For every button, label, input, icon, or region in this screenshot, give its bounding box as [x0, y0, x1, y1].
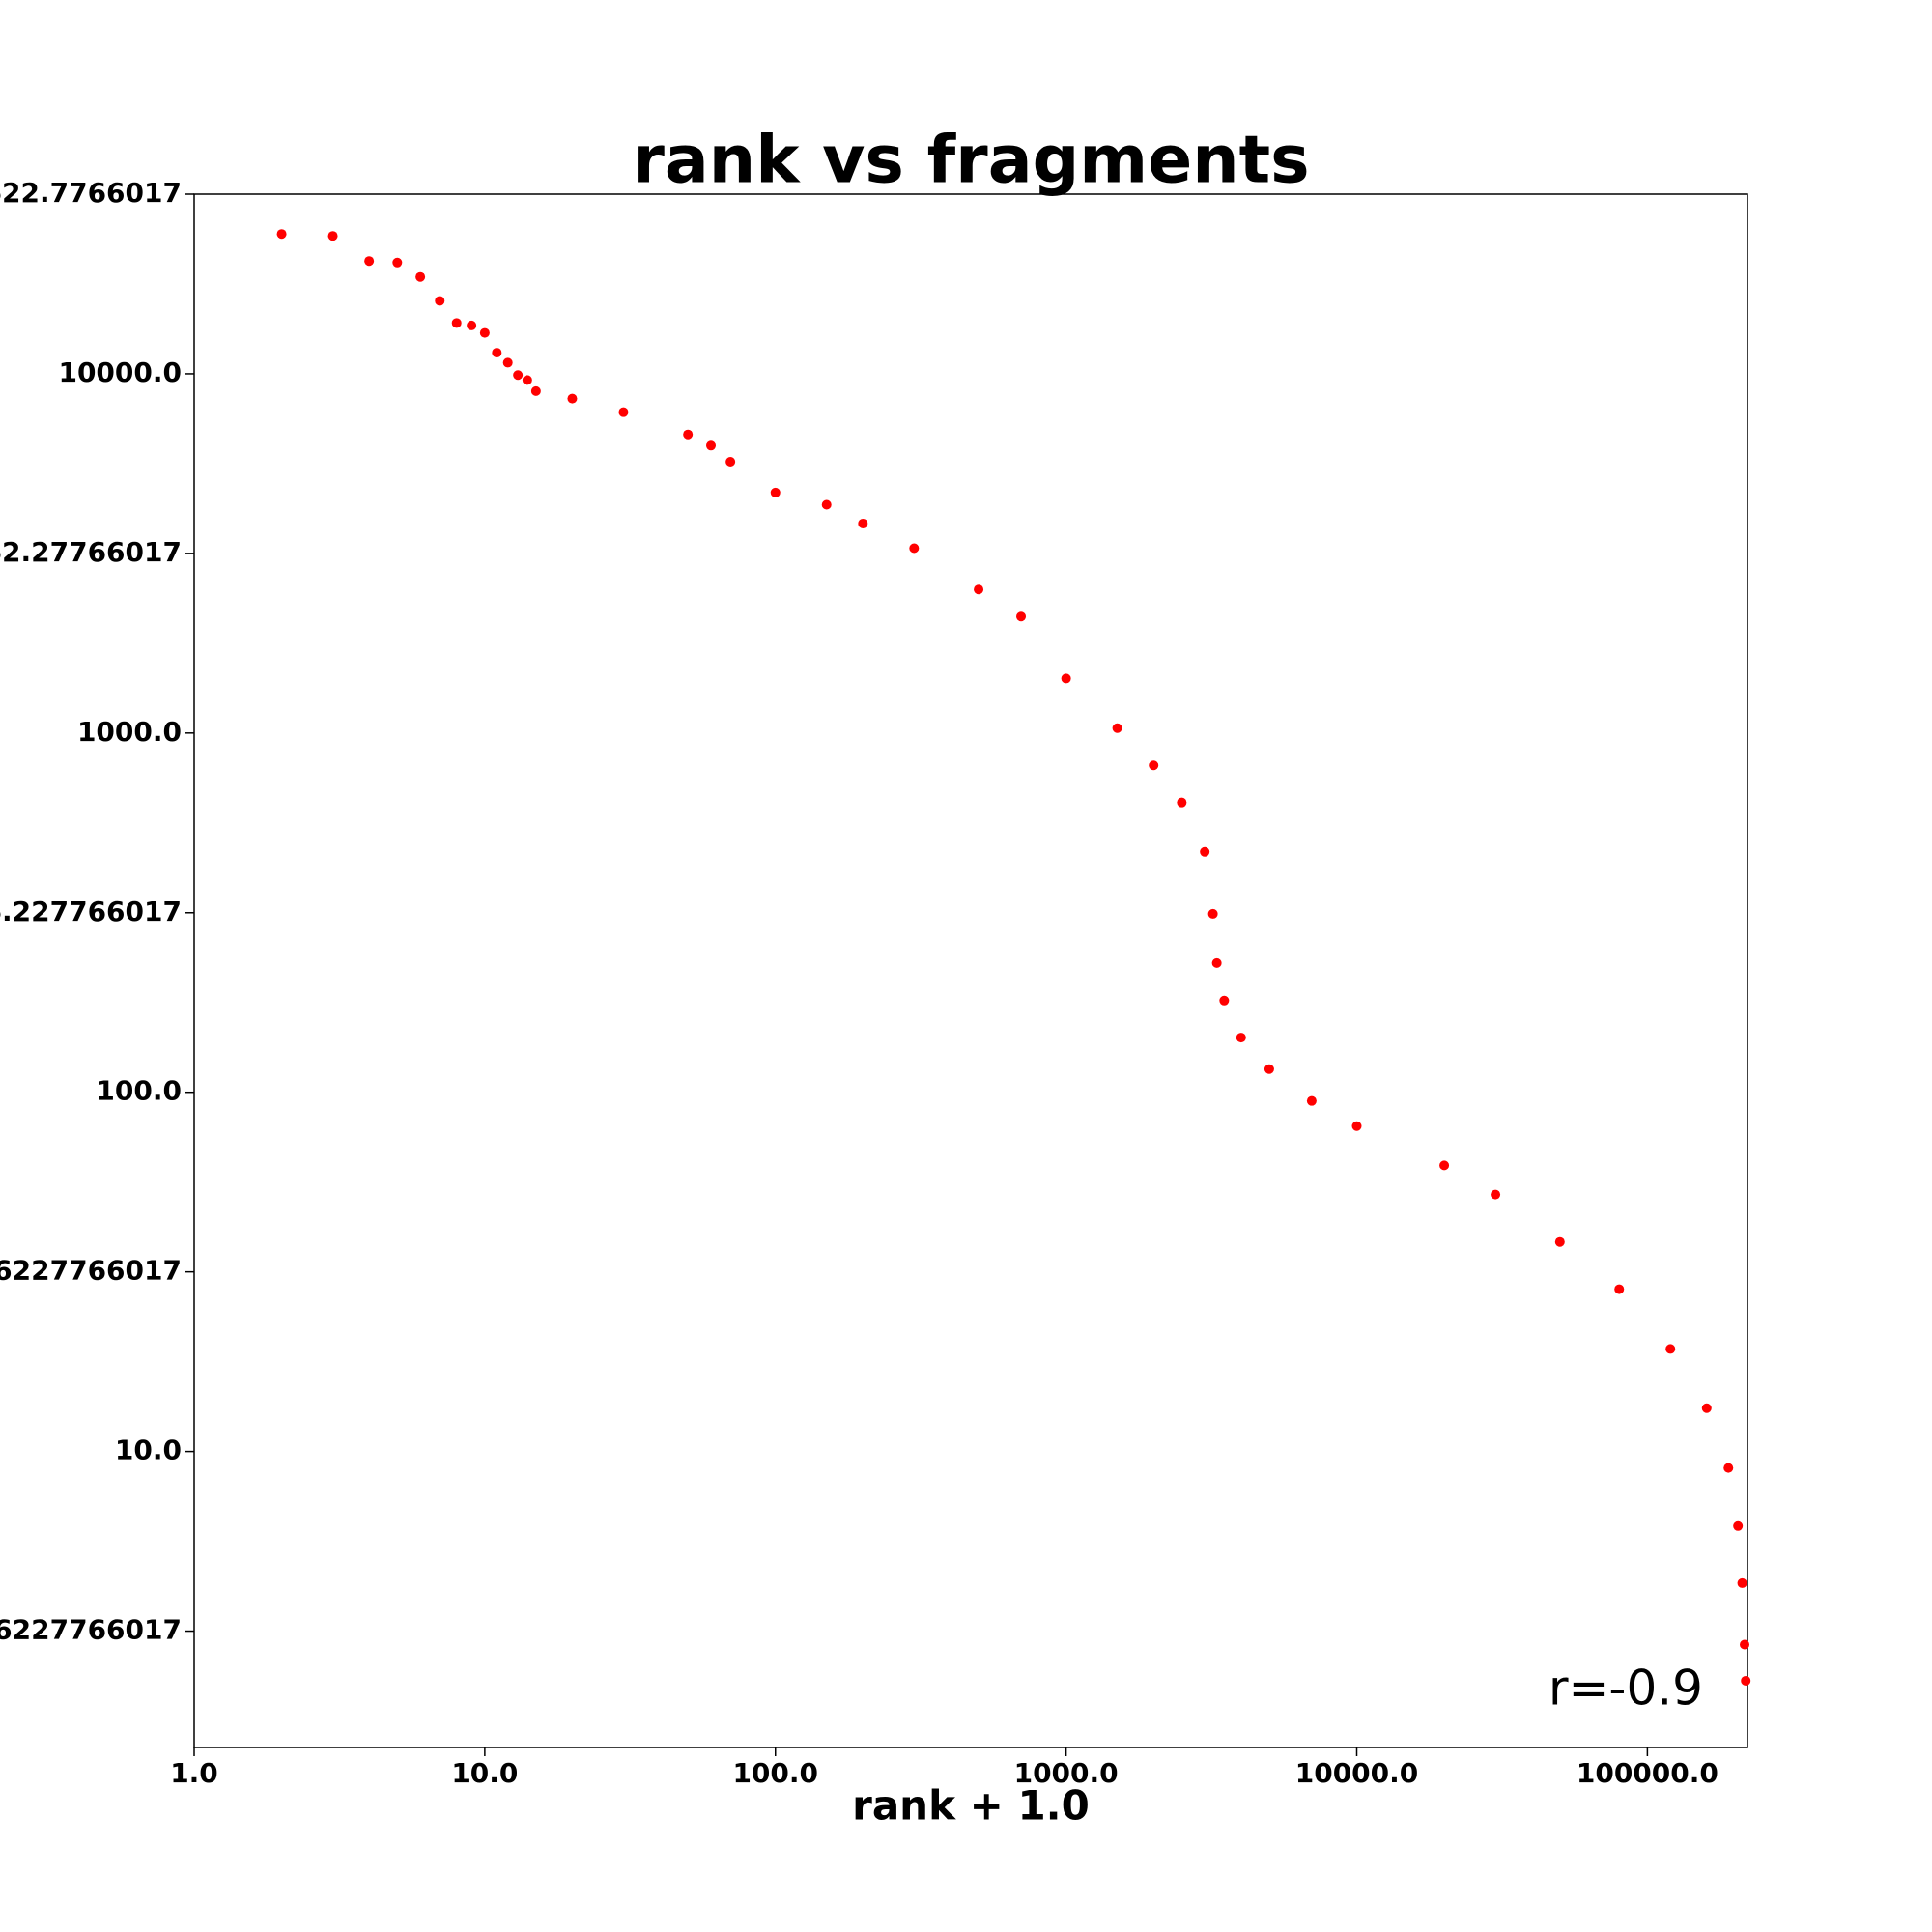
point [909, 543, 920, 554]
plot-frame [193, 193, 1748, 1748]
point [1200, 846, 1210, 857]
point [1439, 1160, 1450, 1171]
point [1723, 1463, 1734, 1473]
annotation: r=-0.9 [1548, 1661, 1703, 1717]
point [1554, 1236, 1565, 1247]
point [821, 499, 832, 510]
point [1264, 1064, 1274, 1074]
y-tick-label: 3.16227766017 [0, 1614, 182, 1646]
x-tick-label: 1000.0 [1014, 1757, 1119, 1789]
y-tick-label: 10000.0 [58, 356, 182, 388]
point [415, 271, 426, 282]
point [1211, 957, 1222, 968]
x-tick-label: 100000.0 [1577, 1757, 1719, 1789]
x-tick-label: 10000.0 [1295, 1757, 1419, 1789]
point [479, 327, 490, 338]
point [327, 231, 338, 242]
y-tick-label: 1000.0 [77, 716, 182, 748]
point [1061, 673, 1071, 684]
point [1219, 995, 1230, 1006]
point [513, 370, 524, 381]
point [1208, 908, 1218, 919]
point [276, 229, 287, 240]
point [1741, 1675, 1751, 1686]
point [1740, 1639, 1750, 1650]
point [1236, 1033, 1246, 1043]
y-tick-label: 3162.27766017 [0, 536, 182, 568]
point [1737, 1577, 1747, 1588]
point [1177, 797, 1187, 808]
point [492, 348, 502, 358]
x-tick-label: 100.0 [732, 1757, 818, 1789]
point [1614, 1284, 1625, 1294]
point [974, 584, 984, 595]
point [683, 429, 694, 440]
point [1665, 1344, 1676, 1354]
point [567, 393, 578, 404]
point [858, 518, 868, 528]
point [1701, 1403, 1712, 1413]
point [1491, 1189, 1501, 1200]
point [364, 256, 375, 267]
x-tick-label: 10.0 [451, 1757, 518, 1789]
x-axis-label: rank + 1.0 [852, 1782, 1090, 1830]
point [1149, 760, 1159, 771]
y-tick-label: 31622.7766017 [0, 177, 182, 209]
point [725, 457, 736, 468]
point [530, 385, 541, 396]
point [467, 320, 477, 330]
point [1016, 611, 1027, 622]
y-tick-label: 100.0 [96, 1075, 182, 1107]
point [392, 257, 403, 268]
y-tick-label: 10.0 [115, 1435, 182, 1466]
point [451, 318, 462, 328]
point [618, 407, 629, 417]
y-tick-label: 31.6227766017 [0, 1255, 182, 1287]
x-tick-label: 1.0 [170, 1757, 218, 1789]
point [1306, 1095, 1317, 1106]
point [435, 296, 445, 306]
point [706, 440, 717, 451]
y-tick-label: 316.227766017 [0, 895, 182, 927]
point [522, 375, 532, 385]
point [1733, 1520, 1744, 1531]
point [502, 357, 513, 368]
point [1112, 723, 1122, 733]
point [770, 487, 781, 497]
chart-title: rank vs fragments [632, 123, 1309, 199]
point [1351, 1121, 1362, 1131]
